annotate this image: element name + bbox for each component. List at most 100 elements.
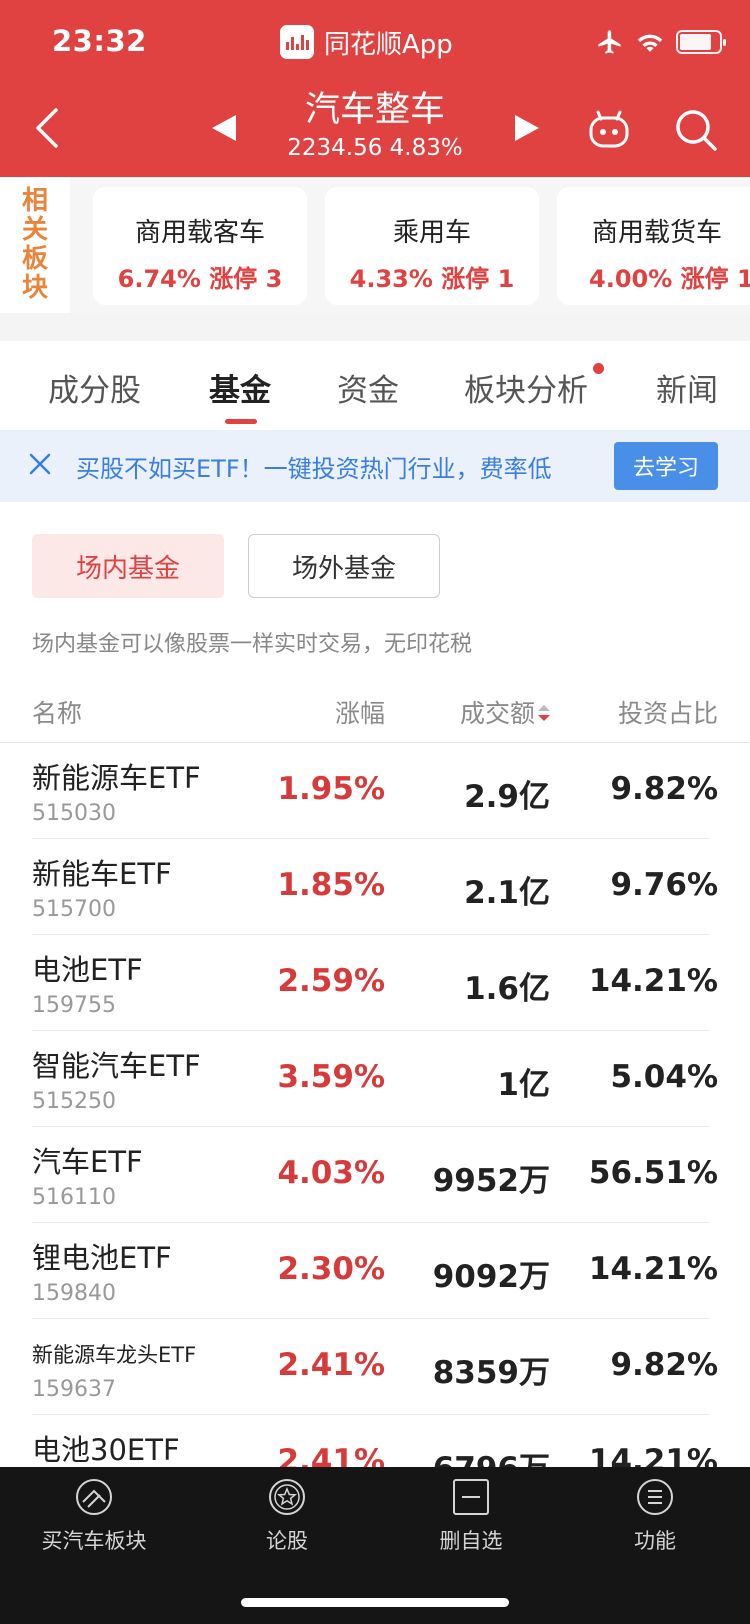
buy-sector-icon: [76, 1479, 112, 1515]
fund-change: 1.95%: [277, 771, 385, 807]
table-row[interactable]: 电池ETF 159755 2.59% 1.6亿 14.21%: [0, 935, 750, 1031]
functions-label: 功能: [634, 1529, 676, 1553]
fund-list: 新能源车ETF 515030 1.95% 2.9亿 9.82% 新能车ETF 5…: [0, 743, 750, 1467]
on-exchange-fund-button[interactable]: 场内基金: [32, 534, 224, 598]
buy-sector-label: 买汽车板块: [41, 1529, 147, 1553]
sector-stat: 4.00% 涨停 1: [589, 265, 750, 293]
fund-code: 159637: [32, 1377, 116, 1402]
table-row[interactable]: 新能源车ETF 515030 1.95% 2.9亿 9.82%: [0, 743, 750, 839]
fund-volume: 9092万: [432, 1259, 550, 1295]
fund-code: 159840: [32, 1281, 116, 1306]
previous-sector-icon[interactable]: [212, 115, 236, 141]
back-arrow-icon[interactable]: [28, 104, 68, 152]
sector-stat: 6.74% 涨停 3: [117, 265, 283, 293]
fund-name: 锂电池ETF: [32, 1241, 172, 1275]
fund-ratio: 9.82%: [610, 1347, 718, 1383]
discuss-label: 论股: [266, 1529, 308, 1553]
related-sectors: 相 关 板 块 商用载客车 6.74% 涨停 3 乘用车 4.33% 涨停 1 …: [0, 177, 750, 313]
discuss-button[interactable]: 论股: [207, 1477, 367, 1555]
close-icon[interactable]: [28, 452, 52, 476]
section-divider: [0, 313, 750, 341]
tab-capital[interactable]: 资金: [337, 373, 399, 409]
status-icons: [596, 28, 726, 56]
status-time: 23:32: [52, 24, 147, 58]
title-block: 汽车整车 2234.56 4.83%: [200, 88, 550, 164]
tab-constituents[interactable]: 成分股: [48, 373, 141, 409]
sector-name: 商用载客车: [134, 218, 265, 248]
fund-name: 新能车ETF: [32, 857, 172, 891]
fund-code: 515250: [32, 1089, 116, 1114]
fund-volume: 6796万: [433, 1443, 550, 1467]
home-indicator[interactable]: [241, 1598, 509, 1607]
related-sector-card[interactable]: 商用载货车 4.00% 涨停 1: [557, 187, 750, 305]
fund-ratio: 14.21%: [588, 963, 718, 999]
airplane-icon: [598, 30, 621, 54]
battery-icon: [676, 30, 726, 54]
fund-ratio: 56.51%: [588, 1155, 718, 1191]
fund-volume: 2.1亿: [464, 875, 550, 911]
fund-type-note: 场内基金可以像股票一样实时交易，无印花税: [32, 632, 473, 657]
app-logo-icon: [280, 25, 314, 59]
off-exchange-fund-button[interactable]: 场外基金: [248, 534, 440, 598]
col-name: 名称: [32, 699, 83, 728]
index-quote: 2234.56 4.83%: [287, 135, 463, 161]
fund-change: 4.03%: [277, 1155, 385, 1191]
fund-change: 2.30%: [277, 1251, 385, 1287]
bottom-action-bar: 买汽车板块 论股 删自选 功能: [0, 1467, 750, 1624]
table-row[interactable]: 智能汽车ETF 515250 3.59% 1亿 5.04%: [0, 1031, 750, 1127]
fund-code: 515700: [32, 897, 116, 922]
next-sector-icon[interactable]: [515, 115, 539, 141]
fund-name: 汽车ETF: [32, 1145, 143, 1179]
col-ratio[interactable]: 投资占比: [617, 699, 718, 728]
col-change[interactable]: 涨幅: [334, 699, 385, 728]
sort-icon: [538, 705, 550, 721]
fund-name: 新能源车龙头ETF: [32, 1343, 197, 1367]
fund-change: 1.85%: [277, 867, 385, 903]
related-sector-card[interactable]: 商用载客车 6.74% 涨停 3: [93, 187, 307, 305]
related-sector-card[interactable]: 乘用车 4.33% 涨停 1: [325, 187, 539, 305]
sector-name: 乘用车: [392, 218, 471, 248]
sector-name: 商用载货车: [592, 218, 723, 248]
fund-ratio: 5.04%: [610, 1059, 718, 1095]
remove-watchlist-button[interactable]: 删自选: [391, 1477, 551, 1555]
active-tab-indicator: [225, 419, 257, 424]
remove-watchlist-label: 删自选: [439, 1529, 503, 1553]
table-row[interactable]: 新能源车龙头ETF 159637 2.41% 8359万 9.82%: [0, 1319, 750, 1415]
table-row[interactable]: 新能车ETF 515700 1.85% 2.1亿 9.76%: [0, 839, 750, 935]
fund-name: 智能汽车ETF: [32, 1049, 201, 1083]
app-name: 同花顺App: [324, 29, 453, 60]
banner-text: 买股不如买ETF！一键投资热门行业，费率低: [76, 455, 552, 483]
functions-button[interactable]: 功能: [575, 1477, 735, 1555]
tab-sector-analysis[interactable]: 板块分析: [464, 373, 588, 409]
fund-volume: 1亿: [497, 1067, 550, 1103]
fund-volume: 9952万: [432, 1163, 550, 1199]
header-bar: 23:32 同花顺App 汽车整车 2234.56 4.83%: [0, 0, 750, 177]
wifi-icon: [637, 34, 663, 52]
fund-name: 新能源车ETF: [32, 761, 201, 795]
fund-ratio: 9.82%: [610, 771, 718, 807]
fund-change: 2.41%: [277, 1443, 385, 1467]
tab-news[interactable]: 新闻: [656, 373, 718, 409]
table-row[interactable]: 锂电池ETF 159840 2.30% 9092万 14.21%: [0, 1223, 750, 1319]
fund-volume: 2.9亿: [464, 779, 550, 815]
search-icon[interactable]: [672, 106, 720, 154]
page-title: 汽车整车: [304, 90, 445, 130]
fund-volume: 8359万: [432, 1355, 550, 1391]
fund-name: 电池30ETF: [32, 1433, 180, 1467]
fund-volume: 1.6亿: [464, 971, 550, 1007]
fund-code: 159755: [32, 993, 116, 1018]
fund-change: 2.59%: [277, 963, 385, 999]
fund-change: 3.59%: [277, 1059, 385, 1095]
col-volume[interactable]: 成交额: [460, 694, 550, 730]
new-dot-badge: [593, 363, 604, 374]
tab-funds[interactable]: 基金: [209, 373, 271, 409]
learn-button[interactable]: 去学习: [614, 442, 718, 490]
table-row[interactable]: 电池30ETF 2.41% 6796万 14.21%: [0, 1415, 750, 1467]
fund-name: 电池ETF: [32, 953, 143, 987]
buy-sector-button[interactable]: 买汽车板块: [14, 1477, 174, 1555]
app-tag[interactable]: 同花顺App: [280, 22, 453, 62]
table-row[interactable]: 汽车ETF 516110 4.03% 9952万 56.51%: [0, 1127, 750, 1223]
related-sectors-label: 相 关 板 块: [0, 177, 70, 313]
sector-stat: 4.33% 涨停 1: [349, 265, 515, 293]
robot-assistant-icon[interactable]: [587, 108, 631, 152]
